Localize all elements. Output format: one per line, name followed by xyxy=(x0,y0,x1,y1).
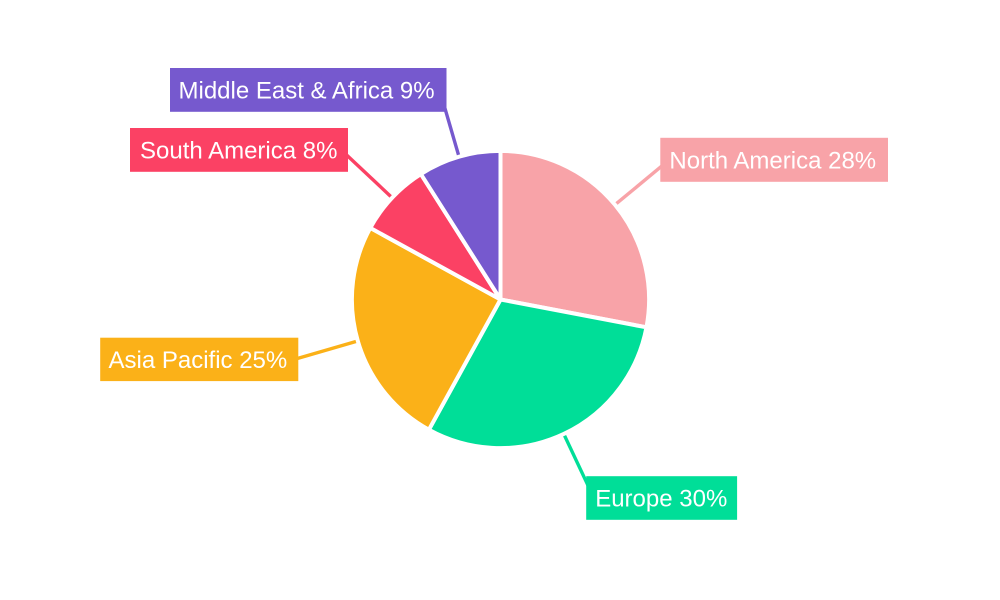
svg-text:North America 28%: North America 28% xyxy=(669,147,876,174)
svg-text:South America 8%: South America 8% xyxy=(140,137,337,164)
svg-text:Europe 30%: Europe 30% xyxy=(595,486,727,513)
svg-text:Middle East & Africa 9%: Middle East & Africa 9% xyxy=(179,77,435,104)
svg-text:Asia Pacific 25%: Asia Pacific 25% xyxy=(109,347,288,374)
